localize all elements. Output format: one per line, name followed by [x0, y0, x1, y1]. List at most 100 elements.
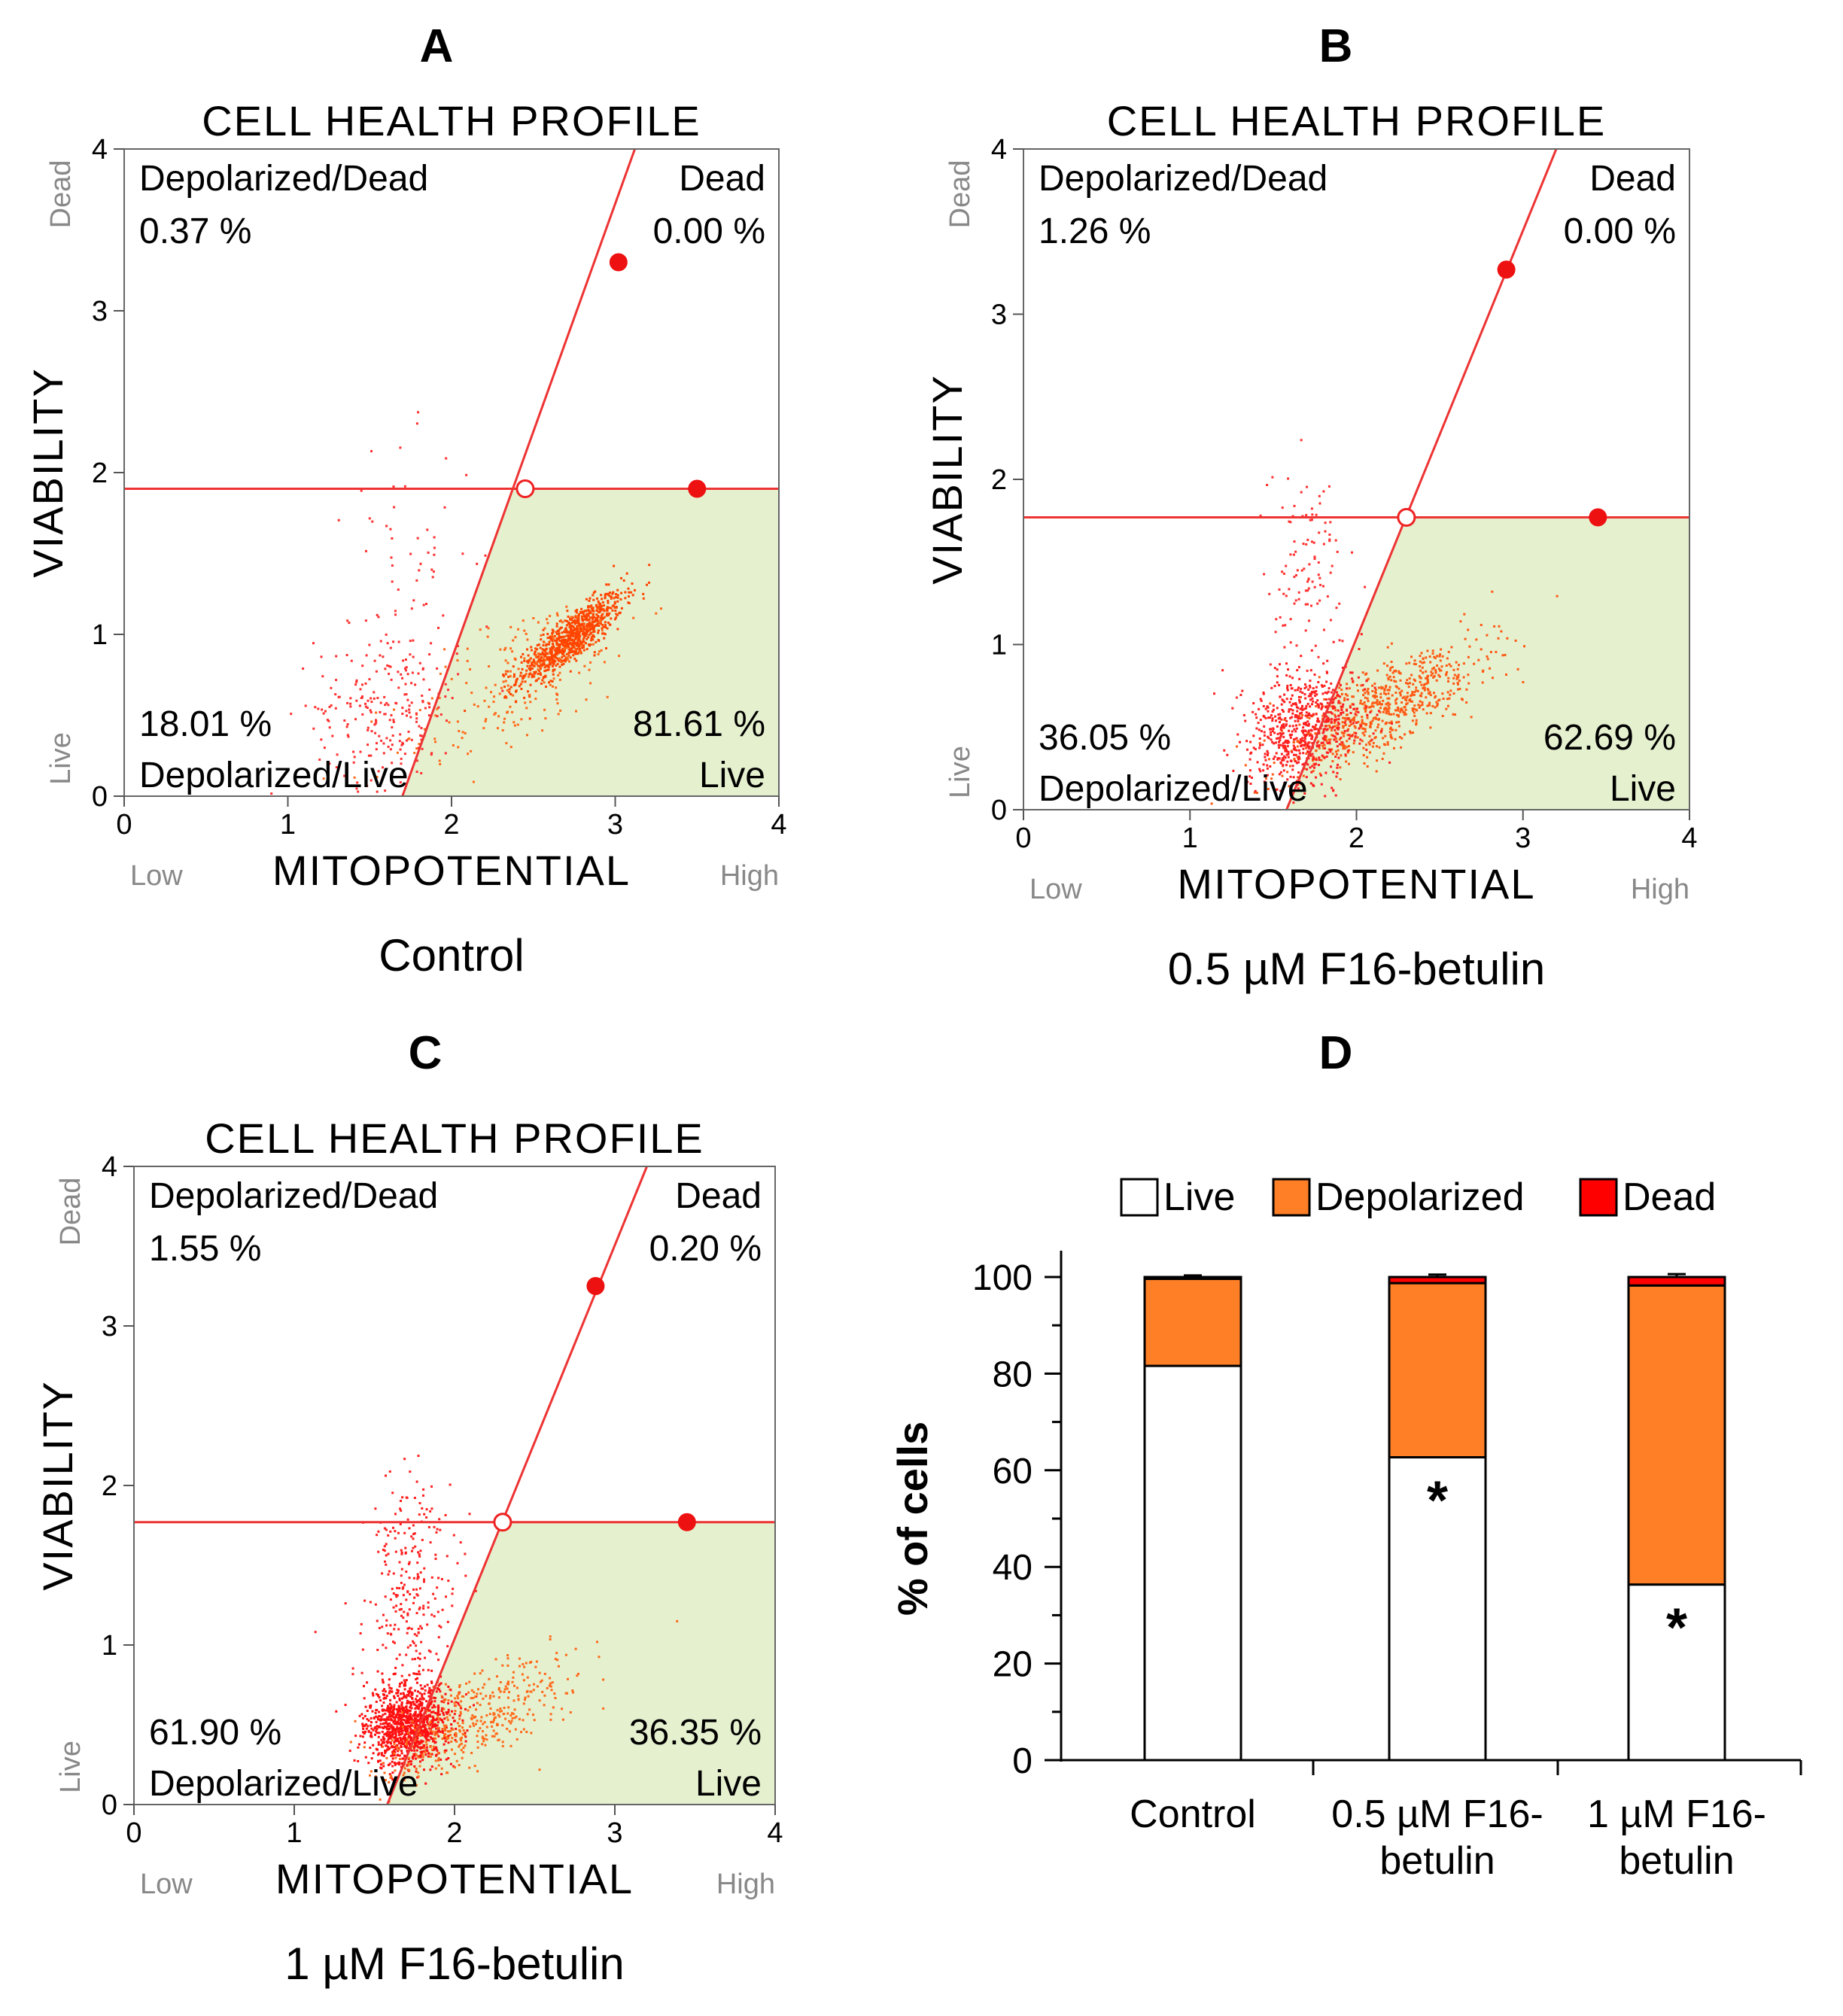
- data-point: [1364, 696, 1367, 699]
- data-point: [539, 672, 542, 675]
- data-point: [397, 1728, 400, 1731]
- data-point: [1280, 718, 1283, 721]
- data-point: [457, 746, 460, 749]
- data-point: [1254, 748, 1257, 751]
- data-point: [1346, 683, 1349, 686]
- data-point: [1363, 707, 1366, 710]
- data-point: [483, 699, 486, 702]
- data-point: [424, 1729, 426, 1731]
- data-point: [372, 1694, 375, 1697]
- data-point: [1241, 689, 1244, 692]
- data-point: [552, 637, 555, 640]
- data-point: [588, 623, 592, 626]
- data-point: [529, 668, 532, 671]
- data-point: [1299, 707, 1302, 710]
- data-point: [1288, 588, 1291, 591]
- data-point: [1337, 701, 1340, 704]
- data-point: [1353, 716, 1356, 719]
- data-point: [1410, 731, 1412, 734]
- data-point: [400, 1720, 403, 1723]
- data-point: [449, 1483, 452, 1486]
- data-point: [366, 699, 370, 702]
- data-point: [430, 1485, 433, 1488]
- data-point: [1425, 696, 1428, 699]
- data-point: [1392, 676, 1395, 679]
- data-point: [376, 1718, 379, 1721]
- data-point: [419, 562, 422, 565]
- data-point: [1262, 763, 1265, 766]
- data-point: [1349, 671, 1352, 674]
- data-point: [1294, 730, 1297, 733]
- data-point: [564, 628, 567, 631]
- data-point: [407, 1720, 410, 1723]
- data-point: [1357, 689, 1359, 692]
- data-point: [476, 1692, 479, 1695]
- data-point: [513, 1708, 516, 1711]
- data-point: [436, 1721, 439, 1724]
- data-point: [1284, 756, 1287, 759]
- data-point: [543, 641, 546, 644]
- data-point: [625, 572, 628, 575]
- data-point: [564, 644, 567, 647]
- y-tick-label: 80: [993, 1355, 1033, 1394]
- data-point: [1376, 745, 1378, 748]
- data-point: [1425, 683, 1428, 685]
- data-point: [401, 1709, 404, 1712]
- data-point: [458, 1692, 461, 1695]
- data-point: [405, 666, 408, 669]
- data-point: [572, 643, 575, 646]
- data-point: [1320, 707, 1323, 710]
- data-point: [536, 644, 539, 646]
- data-point: [479, 1720, 482, 1723]
- data-point: [1300, 716, 1303, 719]
- data-point: [525, 1731, 528, 1733]
- data-point: [509, 705, 512, 708]
- data-point: [1380, 728, 1383, 731]
- data-point: [1387, 704, 1390, 707]
- data-point: [1341, 666, 1344, 669]
- data-point: [1282, 592, 1285, 595]
- data-point: [512, 1676, 515, 1679]
- data-point: [401, 1741, 404, 1744]
- data-point: [1415, 686, 1418, 689]
- data-point: [555, 649, 558, 652]
- data-point: [1329, 571, 1332, 574]
- data-point: [1556, 594, 1559, 598]
- data-point: [377, 1760, 380, 1763]
- data-point: [1397, 687, 1400, 690]
- data-point: [437, 1659, 439, 1662]
- data-point: [570, 644, 573, 647]
- data-point: [403, 667, 406, 670]
- data-point: [492, 1729, 495, 1732]
- data-point: [1336, 727, 1339, 729]
- data-point: [379, 701, 382, 704]
- data-point: [552, 673, 555, 676]
- data-point: [1258, 737, 1261, 740]
- data-point: [1410, 694, 1413, 697]
- data-point: [1400, 746, 1403, 749]
- data-point: [509, 670, 512, 673]
- data-point: [381, 1730, 384, 1733]
- data-point: [1372, 732, 1375, 735]
- data-point: [409, 1763, 412, 1765]
- data-point: [415, 1744, 417, 1747]
- data-point: [1306, 750, 1309, 753]
- data-point: [419, 734, 422, 737]
- data-point: [1380, 729, 1383, 732]
- bar-depolarized: [1388, 1282, 1487, 1459]
- data-point: [410, 1760, 412, 1763]
- data-point: [515, 680, 518, 683]
- data-point: [1413, 714, 1416, 717]
- data-point: [573, 651, 576, 654]
- data-point: [1399, 679, 1402, 682]
- data-point: [1260, 699, 1263, 702]
- data-point: [1334, 713, 1337, 716]
- data-point: [383, 1738, 386, 1741]
- data-point: [1422, 671, 1425, 674]
- data-point: [1486, 655, 1489, 658]
- data-point: [1506, 637, 1509, 640]
- data-point: [424, 1741, 427, 1744]
- data-point: [457, 1697, 460, 1700]
- data-point: [1297, 761, 1300, 764]
- data-point: [575, 649, 577, 652]
